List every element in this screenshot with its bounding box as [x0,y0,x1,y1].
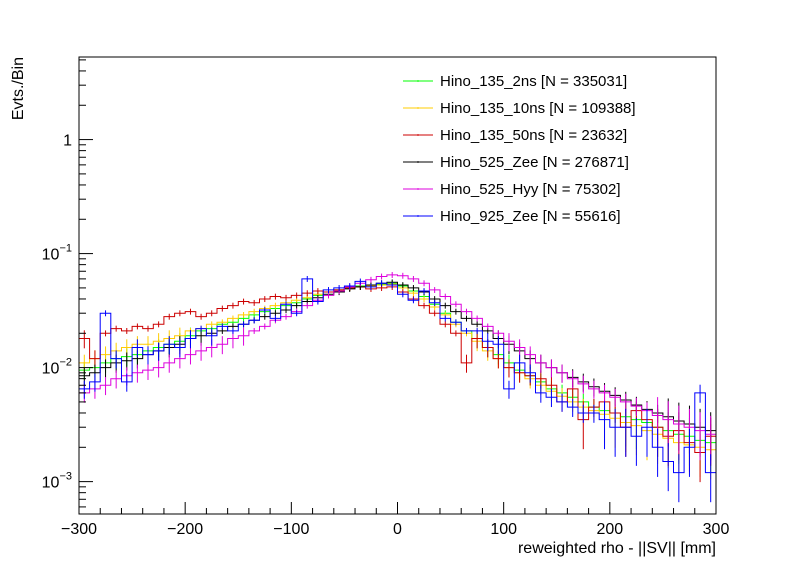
legend-marker [417,215,419,217]
legend-marker [417,134,419,136]
y-tick-label: 10−1 [42,243,72,264]
series-line [79,274,716,435]
legend-label: Hino_135_50ns [N = 23632] [440,127,627,144]
legend-label: Hino_135_2ns [N = 335031] [440,73,627,90]
y-tick-label: 10−3 [42,471,72,492]
x-tick-label: 100 [490,521,517,538]
y-tick-label: 1 [63,133,72,150]
series-5 [79,276,716,503]
legend-marker [417,80,419,82]
series-line [79,278,716,474]
legend-label: Hino_135_10ns [N = 109388] [440,100,636,117]
x-tick-label: 0 [393,521,402,538]
legend-marker [417,107,419,109]
x-tick-label: −300 [61,521,97,538]
legend: Hino_135_2ns [N = 335031] Hino_135_10ns [… [403,73,636,225]
x-tick-label: −100 [273,521,309,538]
x-tick-label: 200 [596,521,623,538]
x-axis-label: reweighted rho - ||SV|| [mm] [518,540,716,557]
legend-marker [417,188,419,190]
legend-label: Hino_925_Zee [N = 55616] [440,208,621,225]
legend-label: Hino_525_Zee [N = 276871] [440,154,629,171]
y-axis-ticks: 1 10−1 10−2 10−3 [42,59,93,508]
legend-marker [417,161,419,163]
x-tick-label: −200 [167,521,203,538]
y-tick-label: 10−2 [42,357,72,378]
x-tick-label: 300 [703,521,730,538]
series-layer [79,272,716,503]
legend-label: Hino_525_Hyy [N = 75302] [440,181,621,198]
y-axis-label: Evts./Bin [10,57,27,120]
x-axis-ticks: −300 −200 −100 0 100 200 300 [61,502,729,538]
